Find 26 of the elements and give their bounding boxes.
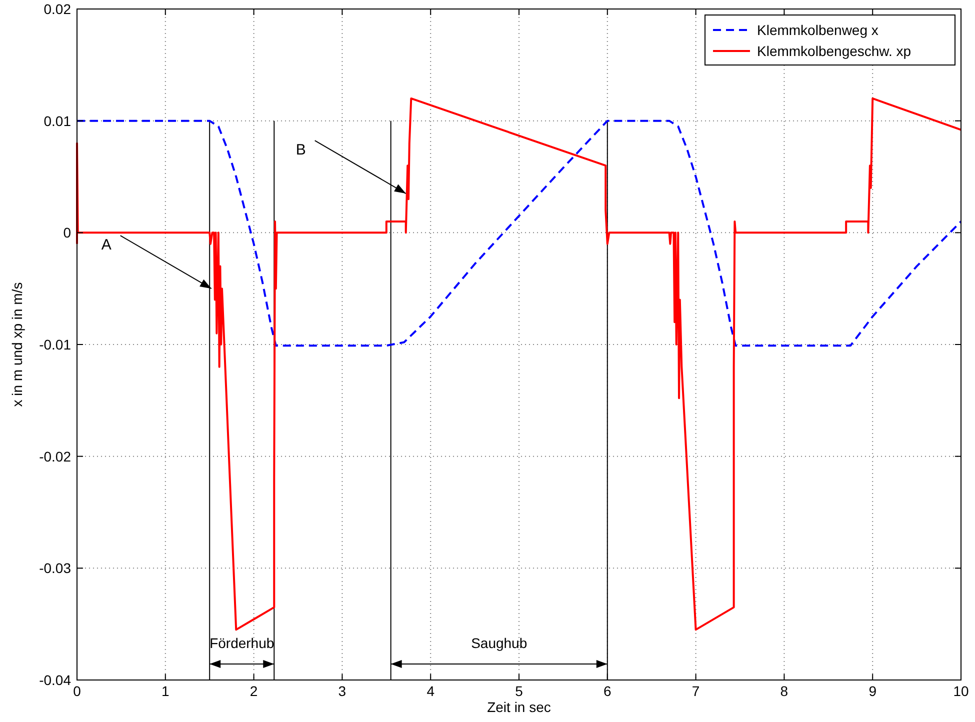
legend-label: Klemmkolbengeschw. xp [757,43,912,59]
annotation: Förderhub [210,635,274,651]
legend-label: Klemmkolbenweg x [757,22,878,38]
x-axis-title: Zeit in sec [487,699,551,715]
x-tick-label: 1 [162,683,170,699]
y-tick-label: 0 [63,224,72,241]
y-tick-label: -0.01 [39,336,72,352]
annotation: A [101,236,112,254]
x-tick-label: 3 [338,683,346,699]
x-tick-label: 10 [953,683,969,699]
y-tick-label: 0.02 [44,1,72,17]
x-tick-label: 2 [250,683,258,699]
y-tick-label: -0.04 [39,672,72,688]
y-axis-title: x in m und xp in m/s [9,282,25,407]
x-tick-label: 5 [515,683,524,699]
y-tick-label: 0.01 [44,112,72,129]
x-tick-label: 4 [426,683,435,699]
x-tick-label: 8 [780,683,788,699]
annotation: Saughub [471,635,528,651]
x-tick-label: 7 [692,683,700,699]
y-tick-label: -0.02 [39,448,72,464]
x-tick-label: 6 [604,683,612,699]
annotation: B [296,142,306,159]
x-tick-label: 9 [868,683,877,699]
x-tick-label: 0 [73,683,82,699]
y-tick-label: -0.03 [39,560,72,576]
